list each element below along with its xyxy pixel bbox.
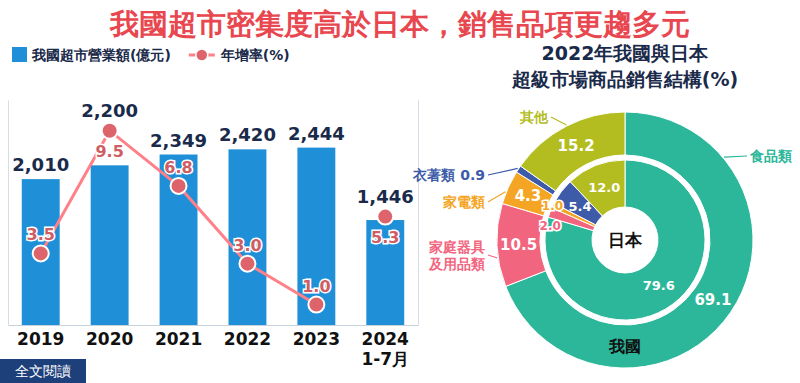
x-tick-label: 2019 [17,329,64,349]
line-label: 5.3 [371,228,399,247]
bar-label: 2,420 [219,124,276,145]
line-label: 6.8 [164,158,192,177]
leader-line [488,192,505,202]
category-labels: 食品類家庭器具及用品類 家電類 0.9 衣著類 其他 [412,109,792,272]
text-line: 2019 [17,329,64,349]
text-line: 2020 [86,329,133,349]
data-labels: 2,010 2,200 2,349 2,420 2,444 1,446 3.5 9.5 6.8 3… [12,100,413,296]
line-label: 3.0 [233,236,261,255]
bar-label: 2,349 [150,130,207,151]
slice-label: 4.3 [515,187,542,205]
slice-label: 79.6 [643,278,675,293]
ring: 69.1 10.5 4.3 15.2 [497,112,753,368]
button-background[interactable] [0,359,86,383]
x-tick: 2021 [155,329,202,349]
x-tick-label: 2022 [224,329,271,349]
slice-label: 5.4 [568,198,591,213]
text-line: 超級市場商品銷售結構(%) [511,68,738,90]
leader-line [551,117,566,125]
text-line: 2022 [224,329,271,349]
text-line: 2021 [155,329,202,349]
slice [506,112,753,368]
category-label: 食品類 [749,148,792,164]
text-line: 及用品類 [428,256,485,272]
slice-label: 69.1 [694,291,731,309]
text-line: 食品類 [749,148,792,164]
marker [33,245,49,261]
bar [160,155,198,325]
x-axis-line [9,325,419,326]
x-tick: 2022 [224,329,271,349]
text-line: 家庭器具 [428,239,485,255]
slice-label: 15.2 [558,137,595,155]
text-line: 2023 [293,329,340,349]
category-label: 家電類 [442,194,485,210]
category-label: 衣著類 [412,167,455,183]
leader-line [724,156,747,157]
marker [171,178,187,194]
x-tick: 2019 [17,329,64,349]
marker [102,123,118,139]
x-tick-label: 20241-7月 [361,329,409,369]
slice-label: 1.0 [542,199,563,213]
marker [308,297,324,313]
slice-label: 12.0 [588,180,620,195]
x-tick: 20241-7月 [361,329,409,369]
x-tick: 2023 [293,329,340,349]
x-tick: 2020 [86,329,133,349]
text-line: 其他 [519,109,549,125]
plot-area [22,123,404,325]
ring-name: 日本 [608,230,643,250]
line [41,131,317,305]
y-axis-line [8,101,9,326]
button-label[interactable]: 全文閱讀 [15,363,71,379]
x-tick-label: 2021 [155,329,202,349]
ring: 79.6 5.4 12.0 2.0 1.0 [540,160,705,320]
x-tick-label: 2020 [86,329,133,349]
text-line: 2022年我國與日本 [542,42,710,64]
text-line: 2024 [362,329,409,349]
y-axis [8,101,9,326]
line-label: 1.0 [302,277,330,296]
bar-label: 1,446 [357,186,414,207]
slice-label: 10.5 [500,236,537,254]
legend-swatch [12,47,27,62]
bar [366,220,404,325]
line-label: 3.5 [27,225,55,244]
bar [91,165,129,325]
bar [229,149,267,325]
slice-label: 2.0 [540,219,561,233]
bar [22,179,60,325]
line-label: 9.5 [95,142,123,161]
category-label: 家庭器具及用品類 [428,239,485,272]
chart-title: 2022年我國與日本超級市場商品銷售結構(%) [511,42,738,90]
slice-label: 0.9 [460,167,485,183]
y2-axis [418,101,419,326]
leader-line [488,255,497,258]
marker [377,209,393,225]
text-line: 1-7月 [361,349,409,369]
x-tick-label: 2023 [293,329,340,349]
bar-label: 2,444 [288,123,345,144]
legend-swatch [196,49,208,61]
leader-line [488,168,518,175]
ring-name: 我國 [608,337,641,356]
y2-axis-line [418,101,419,326]
legend: 我國超市營業額(億元) 年增率(%) [12,47,290,63]
page-title: 我國超市密集度高於日本，銷售品項更趨多元 [109,7,690,41]
read-more-button[interactable]: 全文閱讀 [0,359,86,383]
category-label: 其他 [519,109,549,125]
bar-label: 2,200 [81,100,138,121]
infographic: 我國超市密集度高於日本，銷售品項更趨多元 2019 2020 2021 2022 2023… [0,0,800,383]
bar-label: 2,010 [12,154,69,175]
marker [239,256,255,272]
legend-label: 我國超市營業額(億元) [31,47,171,63]
text-line: 家電類 [442,194,485,210]
slice [545,160,705,320]
slice [497,204,546,287]
legend-label: 年增率(%) [220,47,290,63]
text-line: 衣著類 [412,167,455,183]
